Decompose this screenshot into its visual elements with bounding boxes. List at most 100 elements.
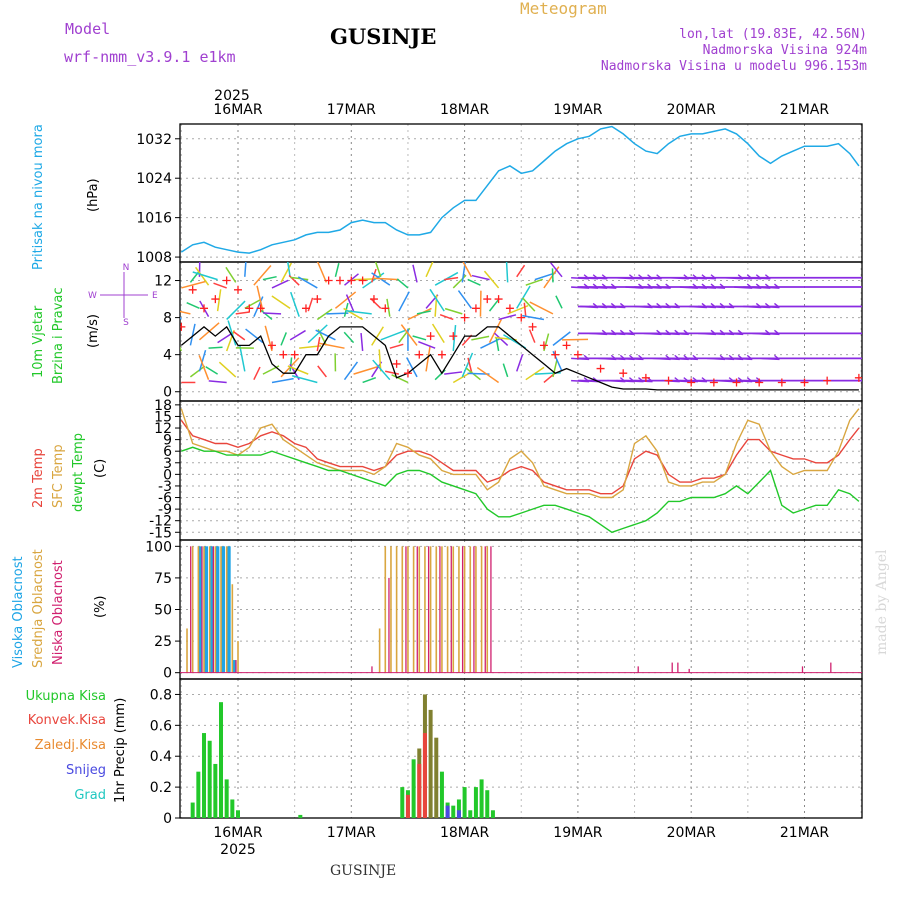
model-label: Model xyxy=(65,20,110,38)
cloud-bar-high xyxy=(215,546,220,673)
compass-s: S xyxy=(123,318,129,328)
wind-arrow xyxy=(245,328,264,344)
panel-wind: 0 4 8 12 xyxy=(154,261,863,402)
day-label-bottom: 17MAR xyxy=(327,825,376,841)
wind-arrow xyxy=(431,323,445,344)
y-tick-label: 50 xyxy=(154,603,172,619)
gust-marker xyxy=(528,322,537,331)
wind-arrow xyxy=(552,359,558,378)
wind-arrow xyxy=(467,357,473,372)
panel-frame xyxy=(179,678,863,819)
wind-arrow xyxy=(444,276,459,281)
wind-arrow xyxy=(345,294,355,312)
wind-arrow xyxy=(471,335,490,341)
precip-bar-0 xyxy=(451,805,456,818)
cloud-unit: (%) xyxy=(93,596,108,619)
wind-arrow xyxy=(374,262,382,278)
gust-marker xyxy=(449,332,458,341)
y-tick-label: 0 xyxy=(163,666,172,682)
wind-arrow xyxy=(502,363,509,378)
wind-arrow xyxy=(452,324,457,352)
gust-marker xyxy=(619,369,628,378)
y-tick-label: 4 xyxy=(163,348,172,364)
wind-arrow xyxy=(439,313,454,321)
wind-arrow xyxy=(307,324,328,344)
wind-arrow xyxy=(195,266,210,286)
wind-arrow xyxy=(316,262,328,283)
y-tick-label: 75 xyxy=(154,571,172,587)
day-label-top: 19MAR xyxy=(553,102,602,118)
y-tick-label: 100 xyxy=(145,539,172,555)
wind-arrow xyxy=(461,352,474,378)
temp-label-2m: 2m Temp xyxy=(31,448,46,508)
day-label-bottom: 19MAR xyxy=(553,825,602,841)
wind-arrow xyxy=(498,314,517,321)
wind-speed-line xyxy=(180,325,859,391)
precip-bar-1 xyxy=(405,794,410,818)
wind-arrow xyxy=(462,262,473,278)
day-label-bottom: 20MAR xyxy=(667,825,716,841)
y-tick-label: 0.4 xyxy=(150,749,172,765)
precip-bar-1 xyxy=(417,763,422,818)
wind-arrow xyxy=(292,375,318,384)
temp-label-dewpt: dewpt Temp xyxy=(71,433,86,512)
wind-arrow xyxy=(217,332,234,344)
compass-n: N xyxy=(123,263,130,273)
wind-arrow xyxy=(208,380,227,384)
cloud-bar-high xyxy=(198,546,203,673)
gust-marker xyxy=(641,373,650,382)
watermark: made by Angel xyxy=(874,549,890,655)
wind-arrow xyxy=(444,371,463,375)
y-tick-label: 12 xyxy=(154,421,172,437)
wind-arrow xyxy=(213,282,227,289)
day-label-top: 18MAR xyxy=(440,102,489,118)
wind-arrow xyxy=(467,278,481,286)
wind-arrow xyxy=(297,276,318,289)
wind-arrow xyxy=(362,376,377,384)
wind-arrow xyxy=(280,332,287,346)
pressure-line xyxy=(180,125,860,254)
wind-arrow xyxy=(290,276,309,281)
wind-arrow xyxy=(396,278,409,289)
wind-arrow xyxy=(370,268,377,283)
wind-arrow xyxy=(550,262,563,278)
gust-marker xyxy=(437,350,446,359)
wind-arrow xyxy=(505,262,509,283)
wind-arrow xyxy=(253,366,261,381)
gust-marker xyxy=(539,341,548,350)
precip-bar-0 xyxy=(230,799,235,818)
y-tick-label: 0.8 xyxy=(150,687,172,703)
meteogram-label: Meteogram xyxy=(520,0,607,18)
wind-arrow xyxy=(290,291,300,317)
wind-arrow xyxy=(205,366,219,375)
wind-arrow xyxy=(389,343,404,349)
wind-arrow xyxy=(235,311,250,315)
precip-bar-0 xyxy=(456,799,461,818)
precip-bar-0 xyxy=(485,790,490,818)
gust-marker xyxy=(324,276,333,285)
wind-arrow xyxy=(315,329,336,341)
wind-arrow xyxy=(523,302,527,317)
precip-bar-0 xyxy=(434,737,439,818)
wind-arrow xyxy=(226,300,246,320)
precip-legend: Ukupna Kisa Konvek.Kisa Zaledj.Kisa Snijeg G… xyxy=(26,689,128,803)
wind-arrow xyxy=(227,320,237,346)
precip-bar-0 xyxy=(298,814,303,818)
gust-marker xyxy=(505,304,514,313)
gust-marker xyxy=(460,313,469,322)
day-label-bottom: 16MAR xyxy=(213,825,262,841)
day-label-top: 20MAR xyxy=(667,102,716,118)
wind-arrow xyxy=(343,361,359,381)
wind-arrow xyxy=(271,279,289,289)
wind-arrow xyxy=(345,309,372,315)
panel-pressure: 1008 1016 1024 1032 xyxy=(136,123,863,266)
wind-arrow xyxy=(495,337,500,352)
wind-arrow xyxy=(233,331,246,341)
compass-rose: S W E N xyxy=(88,263,158,328)
cloud-label-high: Visoka Oblacnost xyxy=(11,556,26,668)
gust-marker xyxy=(562,341,571,350)
wind-ylabel: 10m Vjetar Brzina i Pravac (m/s) xyxy=(31,287,101,384)
wind-arrow xyxy=(429,288,445,312)
gust-marker xyxy=(403,369,412,378)
station-title: GUSINJE xyxy=(330,24,436,49)
